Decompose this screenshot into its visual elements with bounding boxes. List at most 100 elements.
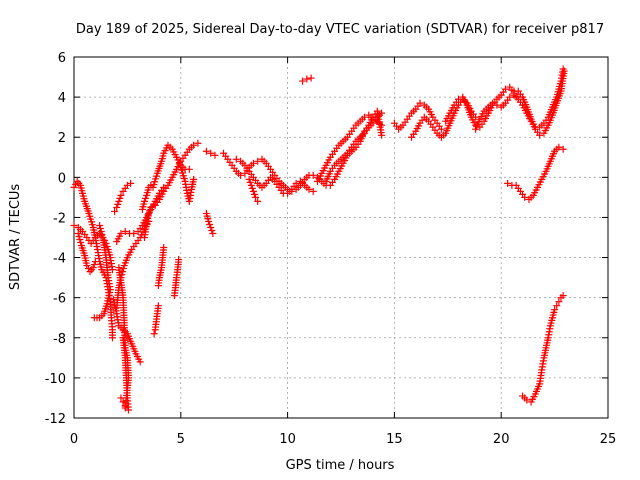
data-point — [536, 131, 544, 139]
data-point — [305, 185, 313, 193]
data-point — [70, 183, 78, 191]
data-point — [108, 334, 116, 342]
data-point — [117, 191, 125, 199]
data-point — [83, 262, 91, 270]
data-point — [246, 178, 254, 186]
plot-frame — [73, 56, 609, 419]
data-point — [205, 217, 213, 225]
data-point — [254, 197, 262, 205]
data-point — [136, 358, 144, 366]
y-tick-label: 2 — [58, 131, 66, 146]
data-point — [170, 292, 178, 300]
y-axis-title: SDTVAR / TECUs — [8, 184, 23, 291]
data-point — [89, 264, 97, 272]
x-tick-label: 5 — [177, 432, 185, 447]
data-point — [245, 175, 253, 183]
data-point — [299, 77, 307, 85]
data-point — [74, 229, 82, 237]
data-point — [97, 227, 105, 235]
data-point — [90, 261, 98, 269]
data-point — [248, 184, 256, 192]
data-point — [523, 396, 531, 404]
y-tick-label: -8 — [53, 332, 66, 347]
data-point — [493, 101, 501, 109]
data-point — [250, 190, 258, 198]
x-tick-label: 15 — [386, 432, 403, 447]
data-point — [209, 229, 217, 237]
data-point — [309, 187, 317, 195]
data-point — [521, 193, 529, 201]
data-point — [98, 230, 106, 238]
data-point — [119, 268, 127, 276]
data-point — [115, 197, 123, 205]
data-point — [190, 141, 198, 149]
data-point — [100, 237, 108, 245]
data-point — [559, 145, 567, 153]
data-point — [232, 155, 240, 163]
data-point — [378, 109, 386, 117]
data-point — [303, 75, 311, 83]
data-point — [553, 302, 561, 310]
x-tick-label: 20 — [493, 432, 510, 447]
data-point — [207, 149, 215, 157]
data-point — [90, 314, 98, 322]
data-point — [560, 67, 568, 75]
data-point — [309, 171, 317, 179]
data-point — [96, 221, 104, 229]
data-point — [111, 207, 119, 215]
data-point — [252, 193, 260, 201]
x-tick-label: 10 — [279, 432, 296, 447]
data-point — [154, 282, 162, 290]
data-point — [108, 266, 116, 274]
data-point — [211, 151, 219, 159]
y-tick-label: -6 — [53, 292, 66, 307]
data-point — [117, 394, 125, 402]
data-point — [96, 224, 104, 232]
data-point — [103, 243, 111, 251]
data-point — [378, 131, 386, 139]
data-point — [142, 194, 150, 202]
data-point — [555, 298, 563, 306]
data-points — [70, 65, 568, 414]
data-point — [307, 74, 315, 82]
data-point — [140, 197, 148, 205]
data-point — [150, 330, 158, 338]
y-tick-label: 6 — [58, 51, 66, 66]
data-point — [207, 223, 215, 231]
y-tick-label: 4 — [58, 91, 66, 106]
data-point — [119, 398, 127, 406]
data-point — [190, 175, 198, 183]
y-tick-label: -4 — [53, 252, 66, 267]
data-point — [75, 232, 83, 240]
axis-ticks: 0 5 10 15 20 25 -12 -10 -8 -6 -4 -2 0 2 4 6 — [45, 51, 617, 447]
data-point — [501, 85, 509, 93]
data-point — [151, 326, 159, 334]
data-point — [292, 179, 300, 187]
data-point — [247, 181, 255, 189]
data-point — [127, 179, 135, 187]
x-tick-label: 0 — [70, 432, 78, 447]
data-point — [208, 226, 216, 234]
data-point — [360, 113, 368, 121]
data-point — [121, 227, 129, 235]
data-point — [504, 179, 512, 187]
data-point — [130, 229, 138, 237]
y-tick-label: -10 — [45, 372, 66, 387]
data-point — [114, 200, 122, 208]
y-tick-label: -12 — [45, 412, 66, 427]
data-point — [185, 165, 193, 173]
x-axis-title: GPS time / hours — [286, 458, 395, 473]
data-point — [124, 406, 132, 414]
data-point — [99, 234, 107, 241]
y-tick-label: -2 — [53, 211, 66, 226]
data-point — [113, 203, 121, 211]
data-point — [84, 265, 92, 273]
chart-title: Day 189 of 2025, Sidereal Day-to-day VTE… — [76, 22, 604, 37]
data-point — [117, 229, 125, 237]
data-point — [249, 159, 257, 167]
data-point — [551, 306, 559, 314]
data-point — [77, 239, 85, 247]
data-point — [555, 143, 563, 151]
x-tick-label: 25 — [600, 432, 617, 447]
